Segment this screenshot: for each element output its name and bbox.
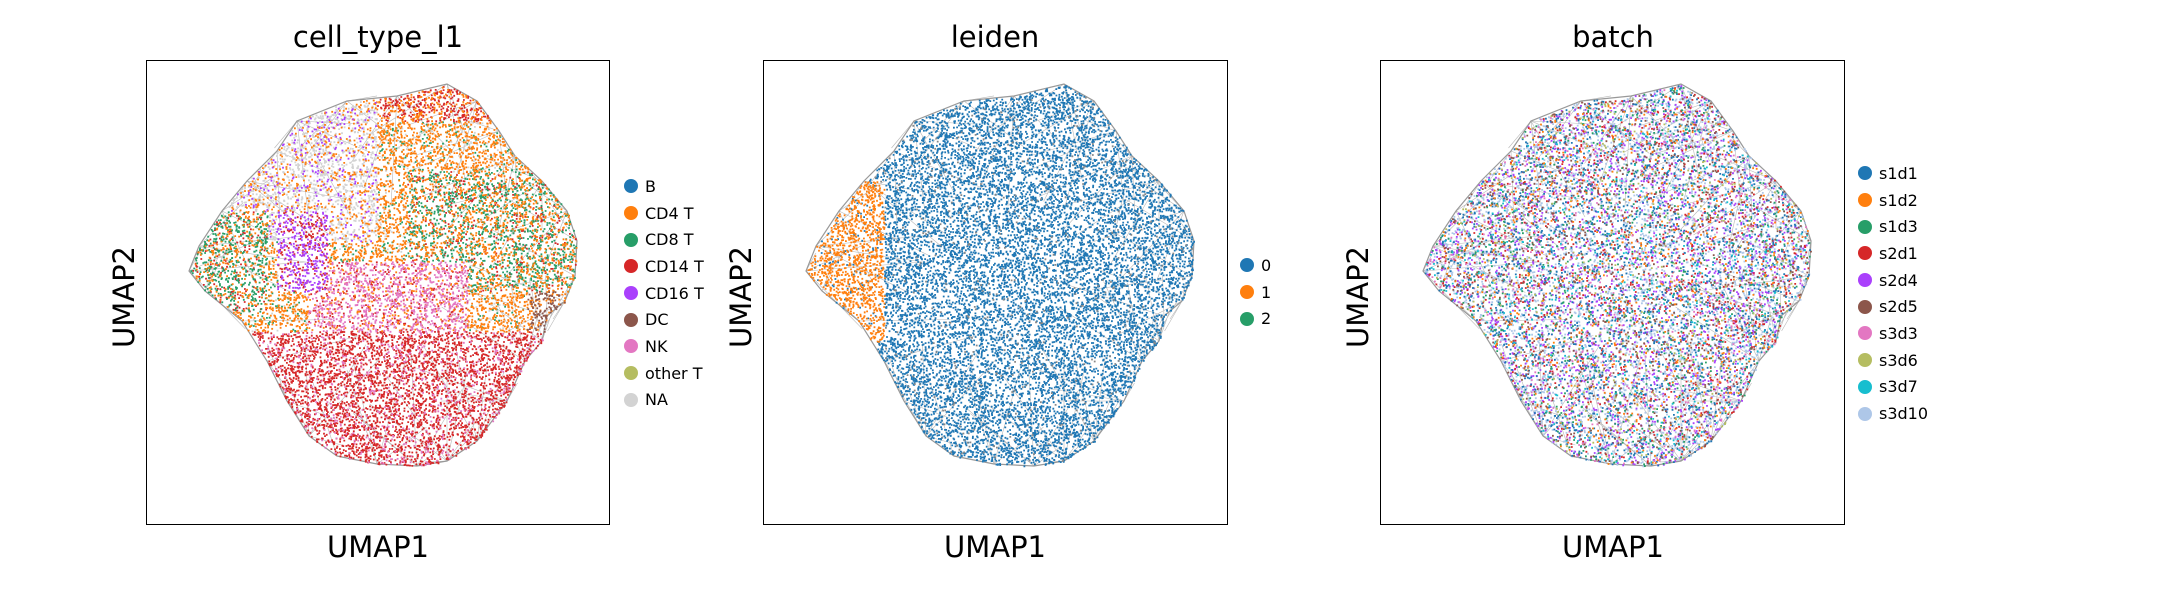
- legend-item: s1d1: [1858, 160, 1928, 187]
- legend-item: 0: [1240, 252, 1271, 279]
- legend-item: B: [624, 173, 704, 200]
- scatter-plot-area: [146, 60, 610, 525]
- point-series: [814, 85, 1195, 468]
- legend-marker: [624, 312, 638, 327]
- legend-label: CD8 T: [645, 230, 694, 250]
- legend-item: s3d10: [1858, 400, 1928, 427]
- legend-label: NK: [645, 336, 668, 356]
- scatter-points: [807, 85, 1195, 468]
- legend-item: s2d5: [1858, 293, 1928, 320]
- legend-marker: [624, 179, 638, 194]
- legend-label: s3d10: [1879, 404, 1929, 424]
- chart-title: batch: [1572, 20, 1654, 54]
- legend-label: CD16 T: [645, 283, 704, 303]
- legend-marker: [1858, 246, 1872, 261]
- x-axis-label: UMAP1: [1561, 530, 1665, 564]
- legend-marker: [624, 366, 638, 381]
- legend-item: DC: [624, 306, 704, 333]
- legend-marker: [1858, 379, 1872, 394]
- legend-item: s2d4: [1858, 267, 1928, 294]
- umap-panel-batch: batch UMAP2 UMAP1 s1d1 s1d2 s1d3 s2d1 s2d4 s2…: [1341, 20, 1928, 564]
- point-series: [194, 86, 578, 333]
- point-series: [1426, 87, 1810, 464]
- umap-panel-cell-type: cell_type_l1 UMAP2 UMAP1 B CD4 T CD8 T CD14…: [0, 0, 720, 600]
- legend-marker: [1240, 311, 1254, 326]
- legend-item: s1d2: [1858, 187, 1928, 214]
- legend-label: s3d3: [1879, 323, 1918, 343]
- legend-item: other T: [624, 360, 704, 387]
- legend-marker: [1858, 406, 1872, 421]
- scatter-points: [190, 86, 578, 467]
- legend-item: s2d1: [1858, 240, 1928, 267]
- legend-label: CD4 T: [645, 203, 694, 223]
- point-series: [231, 102, 379, 293]
- chart-title: leiden: [950, 20, 1040, 54]
- legend-label: s3d6: [1879, 350, 1918, 370]
- legend-item: CD16 T: [624, 280, 704, 307]
- legend-label: s3d7: [1879, 377, 1918, 397]
- legend-label: s1d3: [1879, 217, 1918, 237]
- legend-label: s1d1: [1879, 163, 1918, 183]
- legend: s1d1 s1d2 s1d3 s2d1 s2d4 s2d5 s3d3 s3d6 s3d7 s3d1…: [1858, 160, 1928, 427]
- scatter-plot-area: [1380, 60, 1845, 525]
- point-series: [1426, 85, 1808, 467]
- scatter-svg: [188, 83, 578, 467]
- scatter-plot-area: [763, 60, 1228, 525]
- point-series: [1424, 85, 1811, 468]
- legend-marker: [624, 286, 638, 301]
- scatter-svg: [805, 83, 1195, 468]
- legend-item: NK: [624, 333, 704, 360]
- legend: 0 1 2: [1240, 252, 1271, 332]
- legend-item: NA: [624, 387, 704, 414]
- legend-label: s1d2: [1879, 190, 1918, 210]
- legend-item: s3d6: [1858, 347, 1928, 374]
- legend-label: NA: [645, 390, 668, 410]
- legend-label: DC: [645, 310, 669, 330]
- legend-marker: [624, 206, 638, 221]
- legend-label: 0: [1261, 255, 1272, 275]
- scatter-points: [1424, 85, 1812, 468]
- x-axis-label: UMAP1: [943, 530, 1047, 564]
- legend-marker: [1858, 193, 1872, 208]
- legend-item: s1d3: [1858, 213, 1928, 240]
- legend-marker: [1858, 299, 1872, 314]
- legend-label: B: [645, 176, 656, 196]
- legend-marker: [1858, 353, 1872, 368]
- legend-label: 2: [1261, 309, 1272, 329]
- x-axis-label: UMAP1: [326, 530, 430, 564]
- legend-item: 1: [1240, 279, 1271, 306]
- legend-item: CD4 T: [624, 200, 704, 227]
- scatter-svg: [1422, 83, 1812, 468]
- legend: B CD4 T CD8 T CD14 T CD16 T DC NK other T NA: [624, 173, 704, 413]
- legend-label: other T: [645, 363, 703, 383]
- legend-marker: [624, 339, 638, 354]
- legend-label: s2d1: [1879, 243, 1918, 263]
- chart-title: cell_type_l1: [292, 20, 464, 54]
- legend-marker: [1858, 166, 1872, 181]
- legend-marker: [1240, 285, 1254, 300]
- legend-item: s3d7: [1858, 374, 1928, 401]
- legend-marker: [624, 392, 638, 407]
- legend-label: s2d4: [1879, 270, 1918, 290]
- legend-marker: [624, 232, 638, 247]
- legend-item: s3d3: [1858, 320, 1928, 347]
- legend-marker: [1858, 273, 1872, 288]
- point-series: [807, 181, 886, 343]
- legend-item: CD14 T: [624, 253, 704, 280]
- legend-marker: [1858, 326, 1872, 341]
- legend-item: 2: [1240, 305, 1271, 332]
- point-series: [228, 99, 529, 333]
- legend-marker: [624, 259, 638, 274]
- legend-label: 1: [1261, 282, 1272, 302]
- legend-marker: [1240, 258, 1254, 273]
- legend-label: s2d5: [1879, 297, 1918, 317]
- legend-item: CD8 T: [624, 226, 704, 253]
- legend-marker: [1858, 219, 1872, 234]
- y-axis-label: UMAP2: [1341, 245, 1375, 349]
- legend-label: CD14 T: [645, 256, 704, 276]
- graph-outline: [805, 83, 1195, 467]
- point-series: [258, 261, 544, 467]
- point-series: [190, 121, 577, 333]
